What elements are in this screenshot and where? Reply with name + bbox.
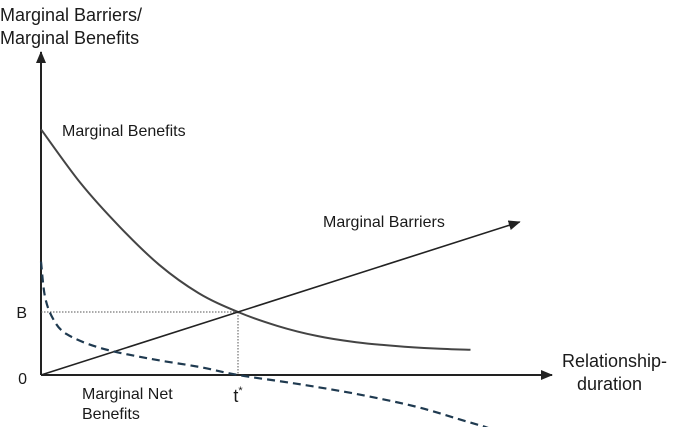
series-marginal-net-benefits [39, 261, 489, 427]
y-tick-label-zero: 0 [18, 371, 27, 388]
y-axis-title-line1: Marginal Barriers/ [0, 5, 142, 25]
series-label-marginal-benefits: Marginal Benefits [62, 123, 186, 140]
y-axis-title-line2: Marginal Benefits [0, 28, 139, 48]
x-tick-label-t: t [233, 386, 238, 406]
x-tick-label-t-star: t* [233, 385, 243, 406]
series-label-marginal-net-benefits-line1: Marginal Net [82, 386, 173, 403]
x-axis-title-line1: Relationship- [562, 351, 667, 371]
series-label-marginal-net-benefits-line2: Benefits [82, 406, 140, 423]
series-label-marginal-barriers: Marginal Barriers [323, 214, 445, 231]
y-tick-label-b: B [16, 305, 27, 322]
x-tick-label-star: * [238, 385, 243, 397]
series-marginal-benefits [40, 128, 471, 351]
x-axis-title-line2: duration [577, 374, 642, 394]
series-marginal-barriers [40, 220, 521, 376]
